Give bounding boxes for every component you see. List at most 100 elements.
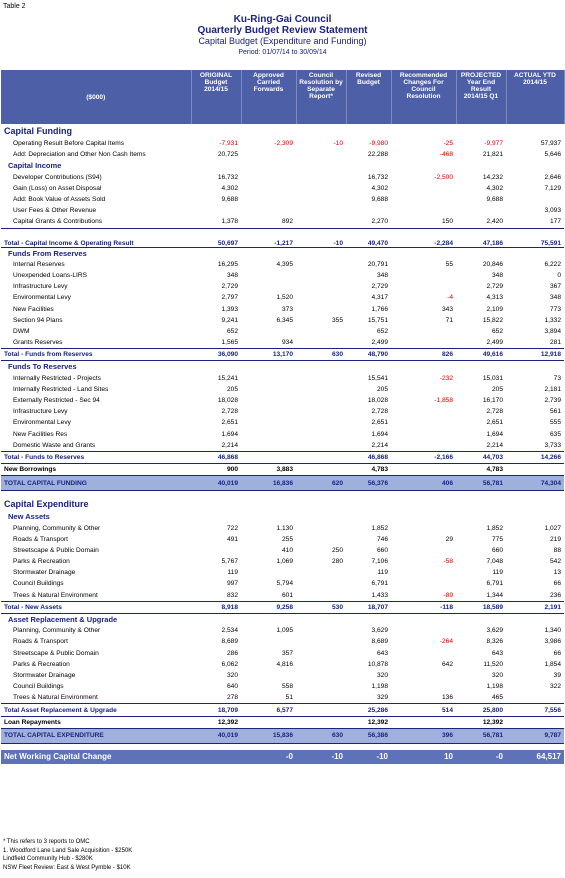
cell-value [296,578,346,589]
cell-value: 1,095 [276,627,293,635]
cell-value [346,511,391,522]
cell-value [391,417,456,428]
cell-value: 51 [285,694,293,702]
titles: Ku-Ring-Gai Council Quarterly Budget Rev… [0,14,565,58]
cell-value [191,205,241,216]
cell-value: 15,241 [217,374,238,382]
cell-value [296,172,346,183]
cell-value: 1,694 [221,430,238,438]
cell-value [296,511,346,522]
cell-value [241,160,296,171]
cell-value: 15,751 [367,316,388,324]
cell-value: 119 [492,569,503,577]
row-label: Planning, Community & Other [13,524,101,532]
cell-value [241,205,296,216]
cell-value: 13,170 [241,348,296,362]
cell-value: 57,937 [540,140,561,148]
cell-value [296,247,346,259]
cell-value: 355 [331,316,343,324]
cell-value: 150 [441,218,453,226]
cell-value [506,497,564,511]
cell-value: 6,791 [371,580,388,588]
cell-value: 255 [281,535,293,543]
row-label: Capital Expenditure [4,499,89,510]
cell-value [241,194,296,205]
cell-value [391,567,456,578]
cell-value: -1,217 [241,227,296,248]
cell-value: -1,858 [434,397,453,405]
cell-value: -4 [447,294,453,302]
table-row: Roads & Transport 8,689 8,689 -264 8,326 3,98… [1,636,564,647]
cell-value: 8,689 [371,638,388,646]
cell-value: 542 [549,558,561,566]
cell-value [296,692,346,704]
cell-value: 643 [376,649,388,657]
cell-value [391,522,456,533]
cell-value [241,716,296,729]
cell-value: 934 [281,339,293,347]
cell-value [241,670,296,681]
table-row: Gain (Loss) on Asset Disposal 4,302 4,302 4… [1,183,564,194]
cell-value: 250 [331,546,343,554]
cell-value [391,440,456,452]
cell-value: 320 [226,671,238,679]
row-label: Domestic Waste and Grants [13,441,96,449]
cell-value: 7,048 [486,558,503,566]
table-row: Add: Book Value of Assets Sold 9,688 9,688… [1,194,564,205]
cell-value: 56,376 [346,475,391,492]
row-label: Stormwater Drainage [13,569,76,577]
cell-value: 56,781 [456,475,506,492]
column-header: PROJECTED Year End Result 2014/15 Q1 [456,70,507,124]
cell-value: 10,878 [367,660,388,668]
cell-value: 9,787 [506,727,564,744]
cell-value [506,247,564,259]
cell-value [241,450,296,465]
cell-value [241,326,296,337]
cell-value: 281 [549,339,561,347]
table-row: New Assets [1,511,564,522]
cell-value: 2,499 [371,339,388,347]
cell-value: 5,794 [276,580,293,588]
cell-value: 642 [441,660,453,668]
cell-value: 5,646 [544,151,561,159]
cell-value [296,384,346,395]
cell-value: 13 [553,569,561,577]
cell-value [296,429,346,440]
cell-value: 18,709 [191,703,241,717]
table-row: New Borrowings 900 3,883 4,783 4,783 [1,463,564,477]
row-label: Operating Result Before Capital Items [13,140,125,148]
cell-value: 2,181 [544,385,561,393]
row-label: New Facilities Res [13,430,68,438]
row-label: Net Working Capital Change [1,749,191,764]
cell-value: 15,836 [241,727,296,744]
cell-value [456,511,506,522]
cell-value [296,205,346,216]
cell-value [241,406,296,417]
cell-value: 2,499 [486,339,503,347]
cell-value: 40,019 [191,727,241,744]
cell-value: -25 [443,140,453,148]
cell-value: 652 [226,327,238,335]
cell-value: 773 [549,305,561,313]
table-row: Streetscape & Public Domain 286 357 643 643 6… [1,648,564,659]
cell-value: -468 [439,151,453,159]
table-row: DWM 652 652 652 3,894 [1,326,564,337]
table-row: Capital Income [1,160,564,171]
table-row: Add: Depreciation and Other Non Cash Ite… [1,149,564,160]
cell-value: 1,433 [371,591,388,599]
cell-value: 4,302 [371,184,388,192]
cell-value: 320 [376,671,388,679]
table-row: Total - New Assets 8,918 9,258 530 18,707 -11… [1,600,564,614]
cell-value [296,259,346,270]
cell-value [191,497,241,511]
row-label: Grants Reserves [13,339,63,347]
cell-value: -264 [439,638,453,646]
cell-value [456,613,506,625]
cell-value [506,160,564,171]
cell-value: 205 [226,385,238,393]
cell-value: -7,931 [219,140,238,148]
cell-value: 343 [441,305,453,313]
cell-value [346,160,391,171]
table-row: Loan Repayments 12,392 12,392 12,392 [1,716,564,729]
table-number: Table 2 [3,3,26,10]
